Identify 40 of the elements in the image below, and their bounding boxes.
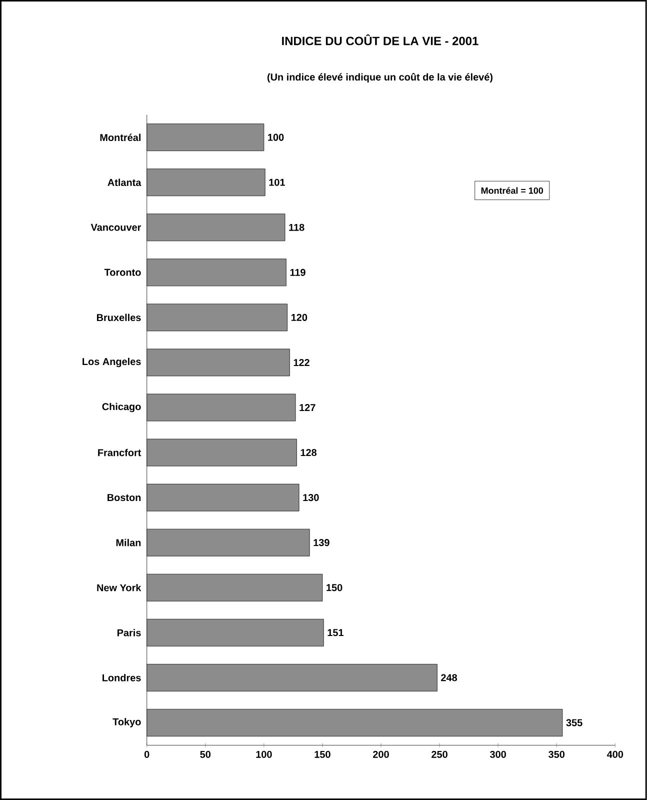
y-tick-label: Londres	[102, 674, 141, 682]
data-label: 120	[292, 314, 308, 321]
x-tick-label: 50	[200, 750, 211, 758]
x-tick-label: 200	[373, 750, 389, 758]
y-tick-label: Tokyo	[112, 718, 141, 728]
data-label: 119	[290, 268, 306, 276]
chart-subtitle: (Un indice élevé indique un coût de la vie élevé)	[268, 73, 493, 83]
data-label: 100	[268, 134, 284, 141]
data-label: 150	[326, 584, 342, 592]
x-tick-label: 100	[256, 750, 272, 758]
y-tick-label: Vancouver	[90, 224, 142, 231]
x-tick-label: 300	[490, 750, 506, 758]
data-label: 128	[300, 449, 317, 456]
data-label: 118	[289, 224, 304, 231]
x-tick-label: 250	[432, 750, 448, 758]
y-tick-label: Paris	[118, 628, 141, 636]
y-tick-label: New York	[97, 584, 142, 592]
x-tick-label: 350	[548, 750, 565, 758]
data-label: 127	[300, 404, 316, 411]
y-tick-label: Atlanta	[108, 178, 142, 186]
y-tick-label: Los Angeles	[82, 358, 141, 368]
y-tick-label: Boston	[108, 494, 141, 502]
x-tick-label: 150	[314, 750, 330, 758]
x-tick-label: 400	[607, 750, 624, 758]
data-label: 101	[269, 178, 286, 186]
y-tick-label: Toronto	[104, 268, 141, 276]
chart-title: INDICE DU COÛT DE LA VIE - 2001	[282, 34, 478, 46]
data-label: 355	[566, 719, 582, 726]
x-tick-label: 0	[144, 750, 150, 758]
data-label: 139	[314, 539, 330, 546]
y-tick-label: Montréal	[100, 134, 141, 142]
y-tick-label: Bruxelles	[97, 314, 141, 322]
data-label: 130	[303, 494, 319, 502]
annotation: Montréal = 100	[481, 187, 544, 194]
y-tick-label: Chicago	[102, 402, 141, 412]
data-label: 151	[328, 629, 344, 636]
data-label: 248	[441, 674, 458, 682]
y-tick-label: Milan	[116, 538, 141, 546]
data-label: 122	[294, 359, 310, 366]
y-tick-label: Francfort	[98, 448, 142, 456]
